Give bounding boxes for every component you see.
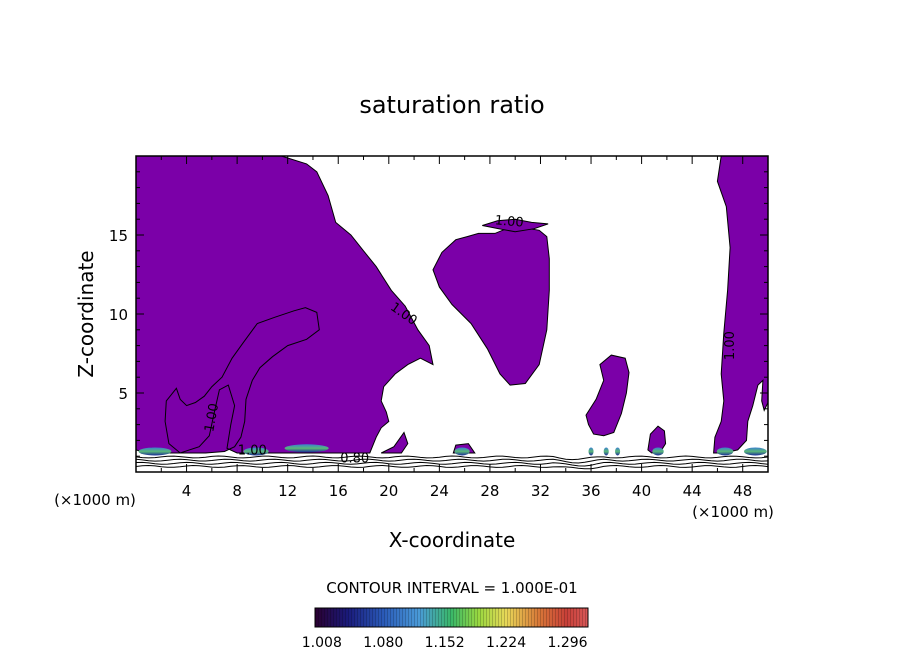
high-saturation-spot — [652, 447, 664, 456]
x-axis-unit-left: (×1000 m) — [54, 491, 136, 509]
high-saturation-spot — [603, 447, 609, 456]
colorbar-tick-label: 1.152 — [425, 635, 465, 651]
high-saturation-spot — [454, 447, 470, 456]
x-tick-label: 16 — [329, 482, 348, 500]
contour-label: 1.00 — [723, 331, 738, 360]
colorbar-border — [314, 607, 589, 628]
colorbar-tick-label: 1.296 — [547, 635, 587, 651]
x-tick-label: 8 — [232, 482, 242, 500]
high-saturation-spot — [138, 447, 172, 456]
colorbar-tick-label: 1.080 — [363, 635, 403, 651]
colorbar: 1.008 1.080 1.152 1.224 1.296 — [302, 607, 589, 651]
colorbar-hatch — [315, 608, 588, 627]
x-tick-label: 44 — [683, 482, 702, 500]
high-saturation-spot — [284, 444, 329, 453]
contour-label: 0.80 — [340, 452, 369, 467]
x-tick-label: 40 — [632, 482, 651, 500]
contour-label: 1.00 — [202, 402, 222, 433]
x-tick-label: 28 — [480, 482, 499, 500]
contour-label: 1.00 — [238, 444, 267, 459]
high-saturation-spot — [243, 447, 269, 456]
supersaturated-region-right-blob — [585, 354, 630, 437]
x-tick-label: 36 — [581, 482, 600, 500]
high-saturation-spot — [716, 447, 734, 456]
high-saturation-spot — [615, 447, 621, 456]
x-axis-unit-right: (×1000 m) — [692, 503, 774, 521]
colorbar-tick-label: 1.008 — [302, 635, 342, 651]
contour-interval-label: CONTOUR INTERVAL = 1.000E-01 — [326, 579, 577, 597]
contour-label: 1.00 — [494, 213, 524, 230]
x-axis-label: X-coordinate — [389, 528, 516, 552]
high-saturation-spot — [743, 447, 767, 456]
x-tick-label: 24 — [430, 482, 449, 500]
supersaturated-region-patch-a — [380, 431, 409, 454]
supersaturated-region-central-mass — [432, 226, 550, 386]
supersaturated-region-right-column — [713, 156, 768, 454]
x-tick-label: 32 — [531, 482, 550, 500]
ground-contour-line — [136, 464, 768, 470]
high-saturation-spot — [588, 447, 594, 456]
x-tick-label: 48 — [733, 482, 752, 500]
ground-contour-line — [136, 455, 768, 461]
y-tick-label: 5 — [118, 385, 128, 403]
ground-contour-line — [136, 458, 768, 464]
x-tick-label: 12 — [278, 482, 297, 500]
x-tick-label: 20 — [379, 482, 398, 500]
y-tick-label: 10 — [109, 306, 128, 324]
supersaturated-region-left-upper-mass — [136, 156, 434, 454]
y-axis-label: Z-coordinate — [74, 250, 98, 377]
plot-area: 1.001.001.001.001.000.80 — [136, 156, 768, 472]
supersaturated-region-upper-tongue — [482, 218, 549, 233]
chart-title: saturation ratio — [359, 91, 544, 119]
x-tick-label: 4 — [182, 482, 192, 500]
colorbar-tick-label: 1.224 — [486, 635, 526, 651]
ground-contour-line — [136, 461, 768, 467]
y-tick-label: 15 — [109, 227, 128, 245]
